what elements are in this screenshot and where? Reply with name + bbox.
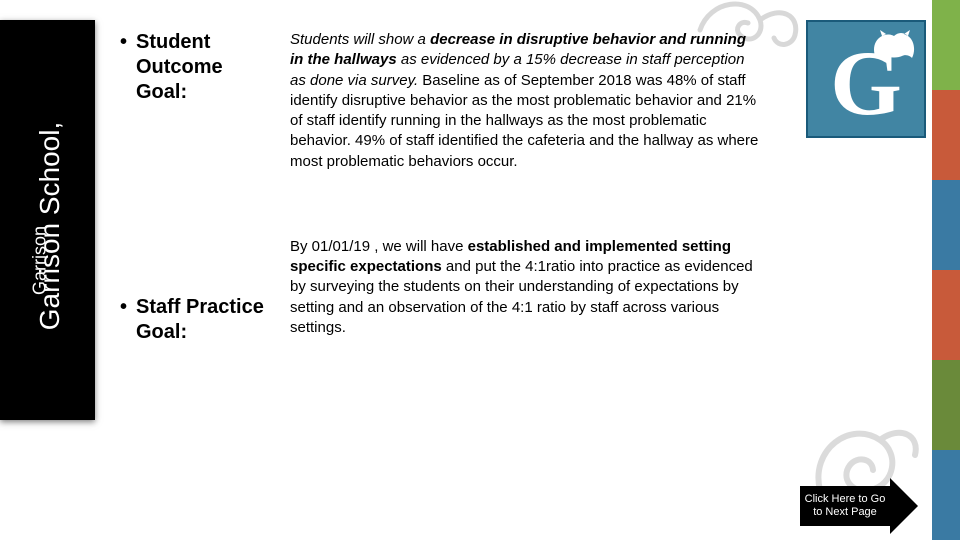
goal-student-outcome: Student Outcome Goal:	[120, 30, 270, 105]
next-page-label: Click Here to Go to Next Page	[800, 493, 890, 518]
next-page-button[interactable]: Click Here to Go to Next Page	[800, 482, 920, 530]
text-fragment: Students will show a	[290, 31, 430, 48]
logo-letter: G	[830, 37, 902, 129]
staff-practice-text: By 01/01/19 , we will have established a…	[290, 237, 760, 338]
goals-column: Student Outcome Goal: Staff Practice Goa…	[120, 30, 270, 345]
text-fragment: By 01/01/19 , we will have	[290, 238, 468, 255]
school-logo: G	[806, 20, 926, 138]
color-bars	[932, 0, 960, 540]
school-title-sub: Garrison	[30, 131, 51, 391]
slide: Garrison School, Garrison Student Outcom…	[0, 0, 960, 540]
arrow-right-icon	[890, 478, 918, 534]
goal-staff-practice: Staff Practice Goal:	[120, 295, 270, 345]
body-column: Students will show a decrease in disrupt…	[290, 30, 760, 338]
title-sidebar: Garrison School, Garrison	[0, 20, 95, 420]
student-outcome-text: Students will show a decrease in disrupt…	[290, 30, 760, 172]
